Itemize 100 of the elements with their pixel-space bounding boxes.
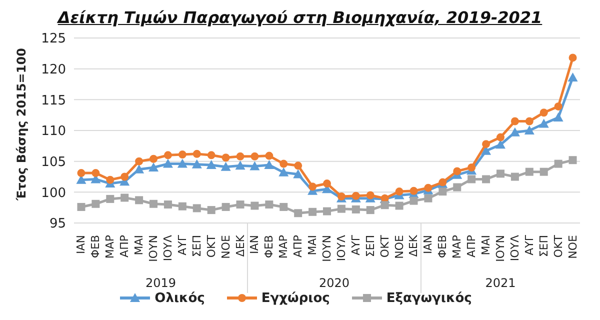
point xyxy=(366,206,374,214)
text: 2020 xyxy=(318,276,350,290)
x-tick-label: ΔΕΚ xyxy=(407,234,420,257)
point xyxy=(380,201,389,210)
x-tick-label: ΜΑΙ xyxy=(306,235,320,256)
x-tick-label: ΜΑΡ xyxy=(277,234,290,259)
point xyxy=(278,167,289,176)
chart-title: Δείκτη Τιμών Παραγωγού στη Βιομηχανία, 2019-2021 xyxy=(56,8,544,29)
x-tick-label: ΝΟΕ xyxy=(219,234,232,259)
point xyxy=(482,140,490,148)
legend-label: Εξαγωγικός xyxy=(385,291,472,306)
point xyxy=(438,188,447,196)
point xyxy=(77,202,86,211)
point xyxy=(524,126,534,134)
point xyxy=(453,183,462,192)
point xyxy=(134,164,144,174)
x-tick-label: ΣΕΠ xyxy=(190,235,204,258)
point xyxy=(395,202,404,210)
y-tick-label: 95 xyxy=(49,216,66,232)
point xyxy=(135,196,144,204)
x-tick-label: ΙΟΥΝ xyxy=(494,235,507,262)
point xyxy=(150,200,158,208)
y-axis-title: Έτος Βάσης 2015=100 xyxy=(14,48,28,202)
x-tick-label: ΦΕΒ xyxy=(436,235,450,258)
x-tick-label: ΜΑΙ xyxy=(480,235,493,256)
y-tick-label: 115 xyxy=(41,93,66,108)
point xyxy=(496,133,504,142)
y-tick-label: 100 xyxy=(41,186,66,201)
point xyxy=(294,209,302,218)
x-tick-label: ΑΠΡ xyxy=(118,234,132,258)
point xyxy=(236,152,244,160)
point xyxy=(207,206,216,214)
point xyxy=(192,159,202,168)
point xyxy=(250,161,260,170)
x-tick-label: ΟΚΤ xyxy=(552,234,565,258)
x-tick-label: ΙΟΥΝ xyxy=(320,235,334,262)
point xyxy=(106,176,114,184)
point xyxy=(77,169,86,178)
point xyxy=(162,158,173,168)
x-tick-label: ΑΥΓ xyxy=(176,234,189,256)
x-tick-label: ΝΟΕ xyxy=(392,234,406,259)
point xyxy=(308,208,317,216)
point xyxy=(280,202,288,211)
text: 2021 xyxy=(485,276,516,290)
x-tick-label: ΟΚΤ xyxy=(204,234,218,258)
point xyxy=(293,169,304,178)
point xyxy=(265,200,274,208)
point xyxy=(206,160,216,170)
point xyxy=(424,184,432,192)
point xyxy=(222,202,230,211)
x-tick-label: ΑΥΓ xyxy=(349,234,362,256)
point xyxy=(178,150,186,159)
point xyxy=(352,192,360,200)
x-tick-label: ΣΕΠ xyxy=(537,235,550,258)
point xyxy=(495,140,506,149)
point xyxy=(177,158,188,168)
point xyxy=(222,154,230,162)
point xyxy=(164,151,172,160)
point xyxy=(540,168,548,176)
point xyxy=(135,157,144,166)
point xyxy=(525,117,534,126)
y-tick-label: 105 xyxy=(41,154,66,170)
point xyxy=(424,194,432,202)
point xyxy=(410,186,418,195)
point xyxy=(207,151,216,160)
point xyxy=(337,204,346,213)
x-tick-label: ΦΕΒ xyxy=(262,235,276,258)
point xyxy=(510,117,519,126)
point xyxy=(120,172,129,181)
point xyxy=(250,152,259,160)
y-tick-label: 120 xyxy=(41,62,66,78)
point xyxy=(468,164,476,172)
point xyxy=(178,202,186,210)
point xyxy=(92,200,100,208)
point xyxy=(568,156,577,164)
x-tick-label: ΟΚΤ xyxy=(378,234,392,258)
point xyxy=(120,194,129,202)
point xyxy=(323,180,331,188)
point xyxy=(366,191,374,200)
legend-label: Ολικός xyxy=(154,291,205,306)
x-tick-label: ΜΑΡ xyxy=(450,234,464,259)
x-tick-label: ΙΟΥΛ xyxy=(161,234,174,262)
point xyxy=(280,160,288,168)
point xyxy=(510,127,520,136)
point xyxy=(150,154,158,163)
point xyxy=(453,167,462,176)
point xyxy=(308,182,317,191)
x-tick-label: ΙΟΥΝ xyxy=(147,235,160,262)
x-tick-label: ΙΟΥΛ xyxy=(334,234,348,262)
point xyxy=(92,169,100,178)
point xyxy=(525,168,534,176)
x-tick-label: ΙΑΝ xyxy=(74,235,88,254)
point xyxy=(236,200,244,208)
point xyxy=(395,188,404,196)
point xyxy=(294,162,302,170)
x-tick-label: ΝΟΕ xyxy=(566,234,580,259)
point xyxy=(235,160,246,170)
point xyxy=(482,175,490,184)
x-tick-label: ΙΑΝ xyxy=(248,235,262,254)
y-tick-label: 110 xyxy=(41,124,66,140)
